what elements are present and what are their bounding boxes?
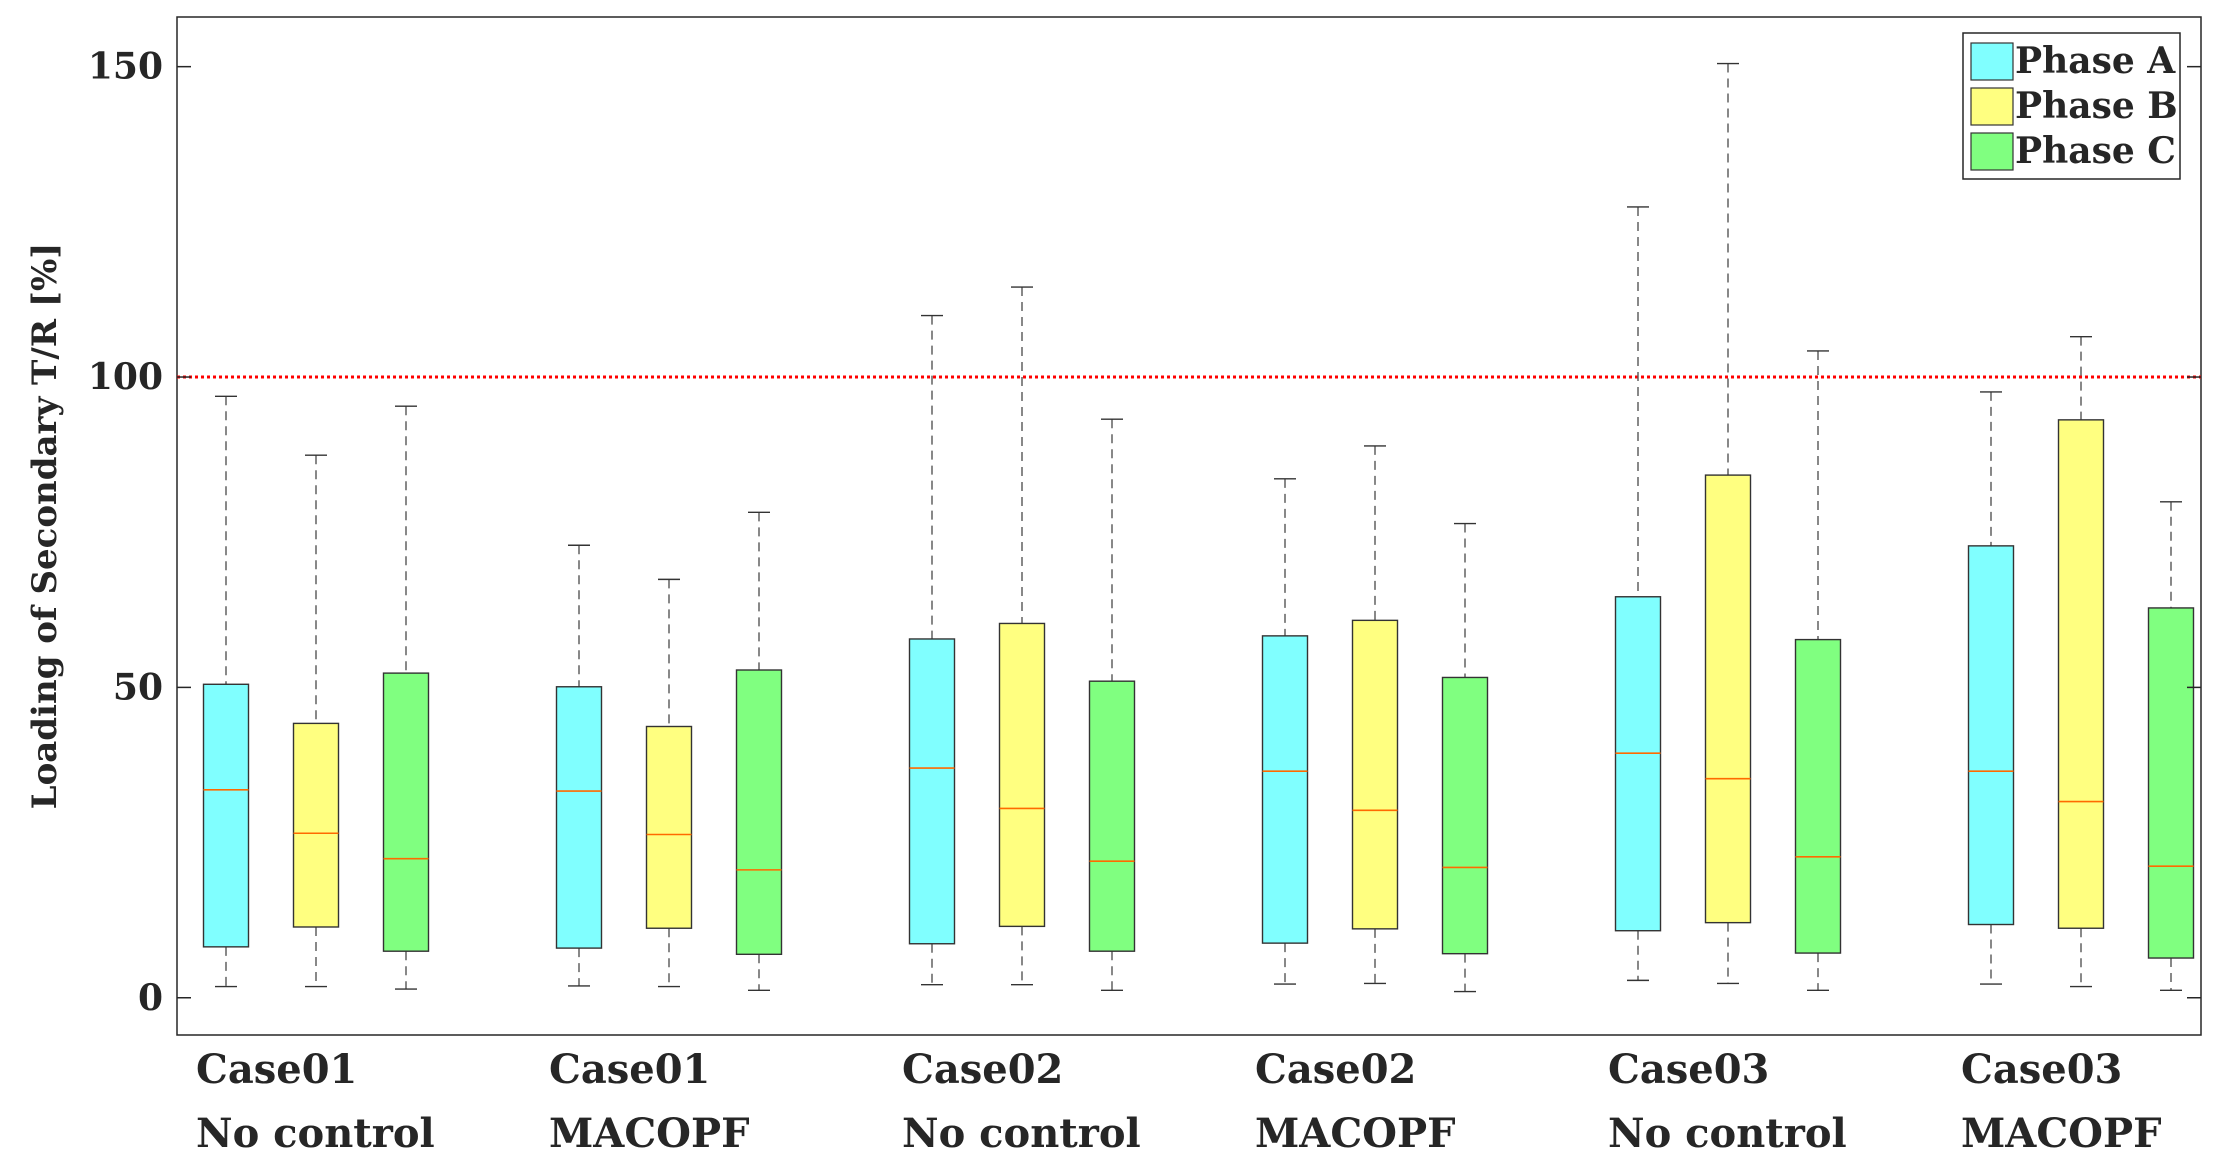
box-g6-phase-b [2057,419,2105,929]
y-tick-label-50: 50 [113,666,163,708]
y-tick-label-150: 150 [88,46,163,88]
box-g1-phase-b [292,722,340,928]
y-tick-label-100: 100 [88,356,163,398]
box-g4-phase-a [1261,635,1309,944]
box-layer [202,62,2195,993]
box-g1-phase-a [202,683,250,948]
x-group-label-line2-6: MACOPF [1961,1110,2161,1157]
box-g1-phase-c [382,672,430,952]
legend-swatch-phase-b [1970,87,2014,126]
box-g5-phase-b [1704,474,1752,924]
y-tick-label-0: 0 [138,977,163,1019]
legend-label-phase-a: Phase A [2015,40,2176,82]
x-axis-labels: Case01 No control Case01 MACOPF Case02 No con… [196,1046,2161,1157]
box-g3-phase-b [998,622,1046,928]
x-group-label-line1-5: Case03 [1608,1046,1769,1093]
box-g4-phase-c [1441,676,1489,955]
y-axis-label: Loading of Secondary T/R [%] [25,243,65,810]
legend-swatch-phase-c [1970,132,2014,171]
x-group-label-line1-6: Case03 [1961,1046,2122,1093]
x-group-label-line1-4: Case02 [1255,1046,1416,1093]
box-g2-phase-c [735,669,783,956]
x-group-label-line1-1: Case01 [196,1046,357,1093]
x-group-label-line2-3: No control [902,1110,1141,1157]
legend-label-phase-c: Phase C [2015,130,2176,172]
box-g3-phase-a [908,638,956,945]
plot-area [176,16,2202,1036]
y-axis: 0 50 100 150 [88,46,2201,1019]
box-g6-phase-a [1967,545,2015,926]
box-g2-phase-a [555,686,603,949]
legend-swatch-phase-a [1970,42,2014,81]
x-group-label-line2-5: No control [1608,1110,1847,1157]
x-group-label-line1-2: Case01 [549,1046,710,1093]
box-g3-phase-c [1088,680,1136,952]
box-g5-phase-a [1614,596,1662,932]
x-group-label-line1-3: Case02 [902,1046,1063,1093]
box-g4-phase-b [1351,619,1399,930]
box-g2-phase-b [645,725,693,929]
legend-label-phase-b: Phase B [2015,85,2178,127]
box-g5-phase-c [1794,638,1842,954]
x-group-label-line2-4: MACOPF [1255,1110,1455,1157]
x-group-label-line2-2: MACOPF [549,1110,749,1157]
x-group-label-line2-1: No control [196,1110,435,1157]
box-g6-phase-c [2147,607,2195,959]
